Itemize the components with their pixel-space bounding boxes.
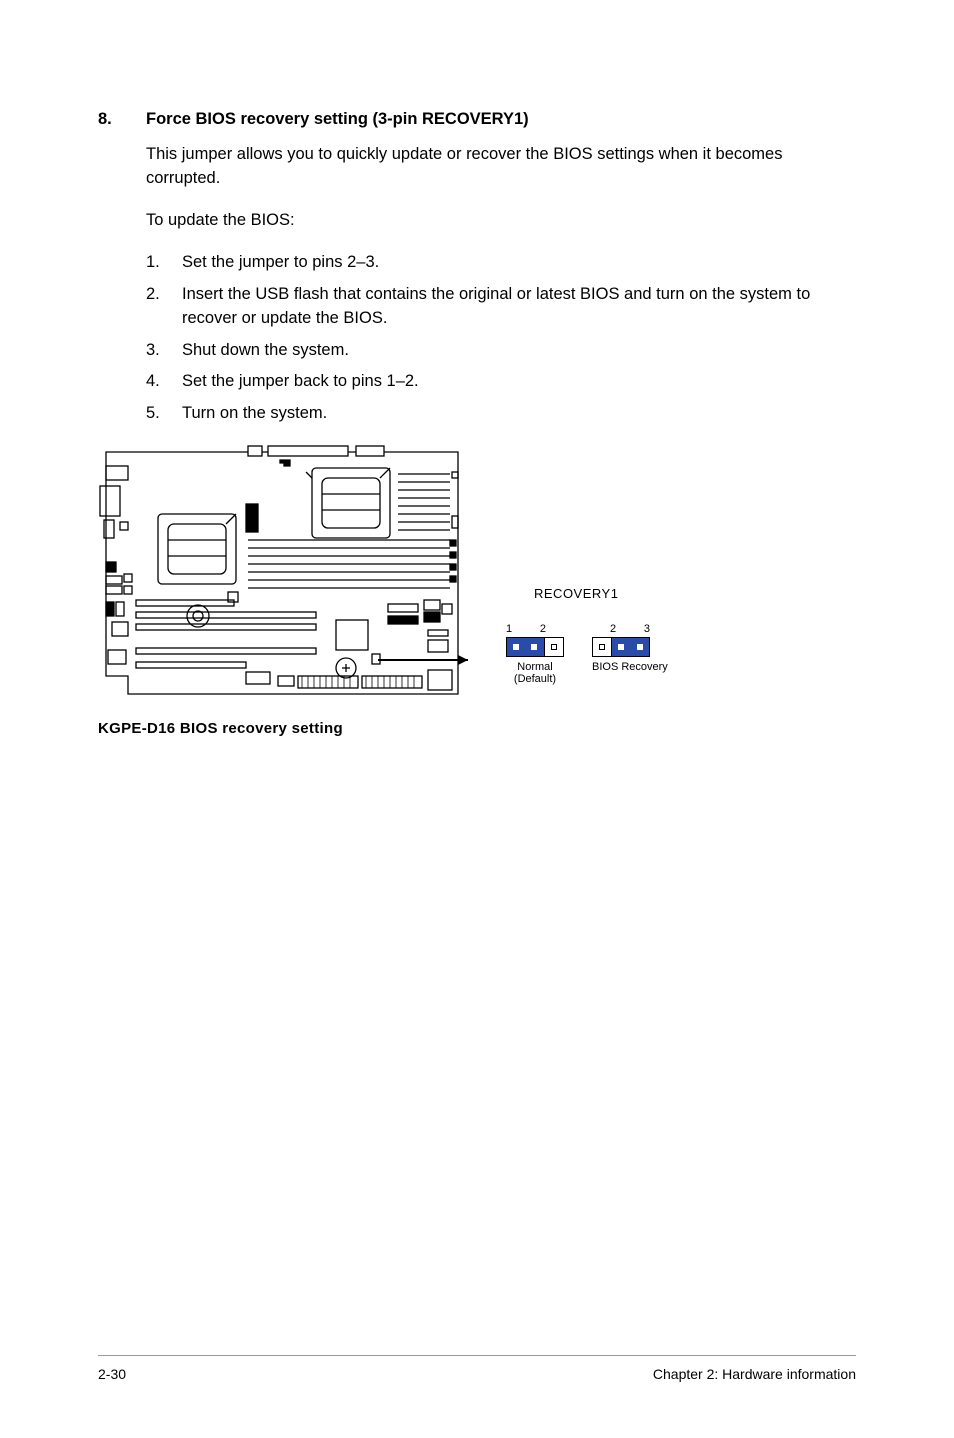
page-footer: 2-30 Chapter 2: Hardware information	[98, 1355, 856, 1382]
section-number: 8.	[98, 110, 146, 129]
step-item: 1. Set the jumper to pins 2–3.	[146, 251, 856, 275]
step-number: 4.	[146, 370, 182, 394]
step-item: 4. Set the jumper back to pins 1–2.	[146, 370, 856, 394]
step-number: 5.	[146, 402, 182, 426]
pin-number: 1	[506, 623, 512, 635]
jumper-normal-sub: (Default)	[506, 673, 564, 685]
jumper-recovery-label: BIOS Recovery	[592, 661, 668, 673]
step-text: Insert the USB flash that contains the o…	[182, 283, 856, 331]
step-number: 1.	[146, 251, 182, 275]
step-text: Set the jumper back to pins 1–2.	[182, 370, 856, 394]
intro-paragraph: This jumper allows you to quickly update…	[146, 143, 856, 191]
pin-number: 2	[610, 623, 616, 635]
footer-page-number: 2-30	[98, 1366, 126, 1382]
board-svg	[98, 444, 478, 714]
diagram-caption: KGPE-D16 BIOS recovery setting	[98, 720, 856, 737]
step-text: Set the jumper to pins 2–3.	[182, 251, 856, 275]
step-number: 2.	[146, 283, 182, 331]
step-item: 3. Shut down the system.	[146, 339, 856, 363]
step-item: 2. Insert the USB flash that contains th…	[146, 283, 856, 331]
footer-chapter-label: Chapter 2: Hardware information	[653, 1366, 856, 1382]
jumper-normal-label: Normal	[506, 661, 564, 673]
step-text: Shut down the system.	[182, 339, 856, 363]
step-number: 3.	[146, 339, 182, 363]
step-text: Turn on the system.	[182, 402, 856, 426]
lead-in-text: To update the BIOS:	[146, 209, 856, 233]
step-item: 5. Turn on the system.	[146, 402, 856, 426]
jumper-option-normal: 1 2 Normal (Default)	[506, 623, 564, 685]
section-title: Force BIOS recovery setting (3-pin RECOV…	[146, 110, 529, 129]
jumper-header-label: RECOVERY1	[534, 586, 668, 601]
pin-number: 2	[540, 623, 546, 635]
jumper-option-recovery: 2 3 BIOS Recovery	[592, 623, 668, 685]
jumper-diagram: RECOVERY1 1 2 Normal (Default)	[506, 586, 668, 685]
motherboard-diagram: RECOVERY1 1 2 Normal (Default)	[98, 444, 856, 737]
pin-number: 3	[644, 623, 650, 635]
